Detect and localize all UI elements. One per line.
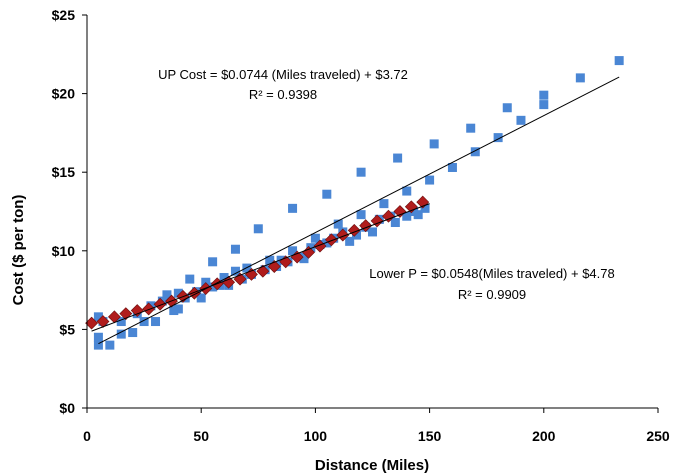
up-cost-point bbox=[196, 293, 206, 303]
up-cost-point bbox=[93, 312, 103, 322]
x-tick-label: 0 bbox=[83, 428, 91, 444]
up-cost-point bbox=[288, 246, 298, 256]
up-cost-point bbox=[116, 329, 126, 339]
up-cost-point bbox=[539, 90, 549, 100]
up-cost-point bbox=[390, 218, 400, 228]
y-axis-ticks: $0 $5 $10 $15 $20 $25 bbox=[52, 7, 87, 416]
lower-p-point bbox=[324, 233, 338, 247]
up-r2-label: R² = 0.9398 bbox=[249, 87, 317, 102]
up-cost-point bbox=[352, 230, 362, 240]
lower-p-point bbox=[313, 239, 327, 253]
up-cost-point bbox=[614, 56, 624, 66]
up-cost-point bbox=[93, 340, 103, 350]
up-cost-point bbox=[402, 211, 412, 221]
x-tick-label: 100 bbox=[304, 428, 328, 444]
trendlines bbox=[91, 76, 620, 345]
lower-p-point bbox=[393, 205, 407, 218]
up-cost-point bbox=[208, 282, 218, 292]
x-axis-ticks: 0 50 100 150 200 250 bbox=[83, 408, 670, 444]
up-cost-point bbox=[393, 153, 403, 163]
up-cost-point bbox=[288, 203, 298, 213]
lower-p-point bbox=[130, 304, 144, 317]
lower-equation-label: Lower P = $0.0548(Miles traveled) + $4.7… bbox=[369, 266, 614, 281]
up-cost-point bbox=[219, 273, 229, 283]
up-cost-point bbox=[539, 100, 549, 110]
up-cost-point bbox=[345, 236, 355, 246]
up-cost-point bbox=[173, 304, 183, 314]
up-cost-point bbox=[162, 290, 172, 300]
up-cost-point bbox=[322, 189, 332, 199]
up-cost-point bbox=[413, 210, 423, 220]
y-tick-label: $10 bbox=[52, 243, 76, 259]
up-cost-point bbox=[230, 244, 240, 254]
lower-p-trendline bbox=[91, 203, 430, 332]
up-cost-point bbox=[466, 123, 476, 133]
up-cost-point bbox=[429, 139, 439, 149]
up-cost-point bbox=[265, 255, 275, 265]
up-cost-point bbox=[105, 340, 115, 350]
lower-p-point bbox=[142, 302, 156, 316]
up-cost-point bbox=[230, 266, 240, 276]
up-cost-point bbox=[333, 219, 343, 229]
up-cost-point bbox=[208, 257, 218, 267]
x-tick-label: 150 bbox=[418, 428, 442, 444]
lower-p-point bbox=[382, 209, 395, 223]
up-cost-point bbox=[139, 317, 149, 327]
y-tick-label: $15 bbox=[52, 164, 76, 180]
up-cost-point bbox=[493, 133, 503, 143]
up-cost-point bbox=[379, 199, 389, 209]
up-cost-point bbox=[93, 332, 103, 342]
up-cost-point bbox=[516, 115, 526, 125]
up-cost-point bbox=[575, 73, 585, 83]
y-tick-label: $25 bbox=[52, 7, 76, 23]
up-cost-point bbox=[420, 203, 430, 213]
up-cost-point bbox=[128, 328, 138, 338]
up-cost-point bbox=[447, 162, 457, 172]
up-cost-point bbox=[425, 175, 435, 185]
up-equation-label: UP Cost = $0.0744 (Miles traveled) + $3.… bbox=[158, 67, 408, 82]
lower-r2-label: R² = 0.9909 bbox=[458, 287, 526, 302]
y-tick-label: $0 bbox=[59, 400, 75, 416]
up-cost-point bbox=[151, 317, 161, 327]
up-cost-point bbox=[322, 238, 332, 248]
up-cost-point bbox=[306, 243, 316, 253]
lower-p-point bbox=[85, 316, 98, 330]
lower-p-point bbox=[256, 264, 270, 278]
up-cost-point bbox=[368, 227, 377, 237]
up-cost-point bbox=[470, 147, 480, 157]
up-cost-point bbox=[173, 288, 183, 298]
up-cost-point bbox=[409, 207, 419, 216]
up-cost-point bbox=[356, 210, 366, 220]
x-tick-label: 250 bbox=[646, 428, 670, 444]
lower-p-point bbox=[336, 228, 350, 242]
y-tick-label: $20 bbox=[52, 86, 76, 102]
y-axis-title: Cost ($ per ton) bbox=[10, 195, 27, 306]
lower-p-point bbox=[96, 315, 110, 328]
lower-p-point bbox=[370, 214, 384, 228]
up-cost-trendline bbox=[98, 76, 620, 345]
lower-p-point bbox=[153, 297, 167, 311]
up-cost-point bbox=[299, 254, 309, 264]
up-cost-point bbox=[356, 167, 366, 177]
up-cost-point bbox=[402, 186, 412, 196]
axes bbox=[86, 15, 658, 409]
up-cost-point bbox=[310, 233, 320, 243]
y-tick-label: $5 bbox=[59, 321, 75, 337]
up-cost-point bbox=[502, 103, 512, 113]
up-cost-point bbox=[253, 224, 263, 234]
x-tick-label: 200 bbox=[532, 428, 556, 444]
up-cost-point bbox=[116, 317, 126, 327]
up-cost-point bbox=[185, 274, 195, 284]
x-tick-label: 50 bbox=[193, 428, 209, 444]
lower-p-point bbox=[222, 275, 236, 289]
x-axis-title: Distance (Miles) bbox=[315, 457, 429, 474]
up-cost-point bbox=[169, 306, 179, 316]
